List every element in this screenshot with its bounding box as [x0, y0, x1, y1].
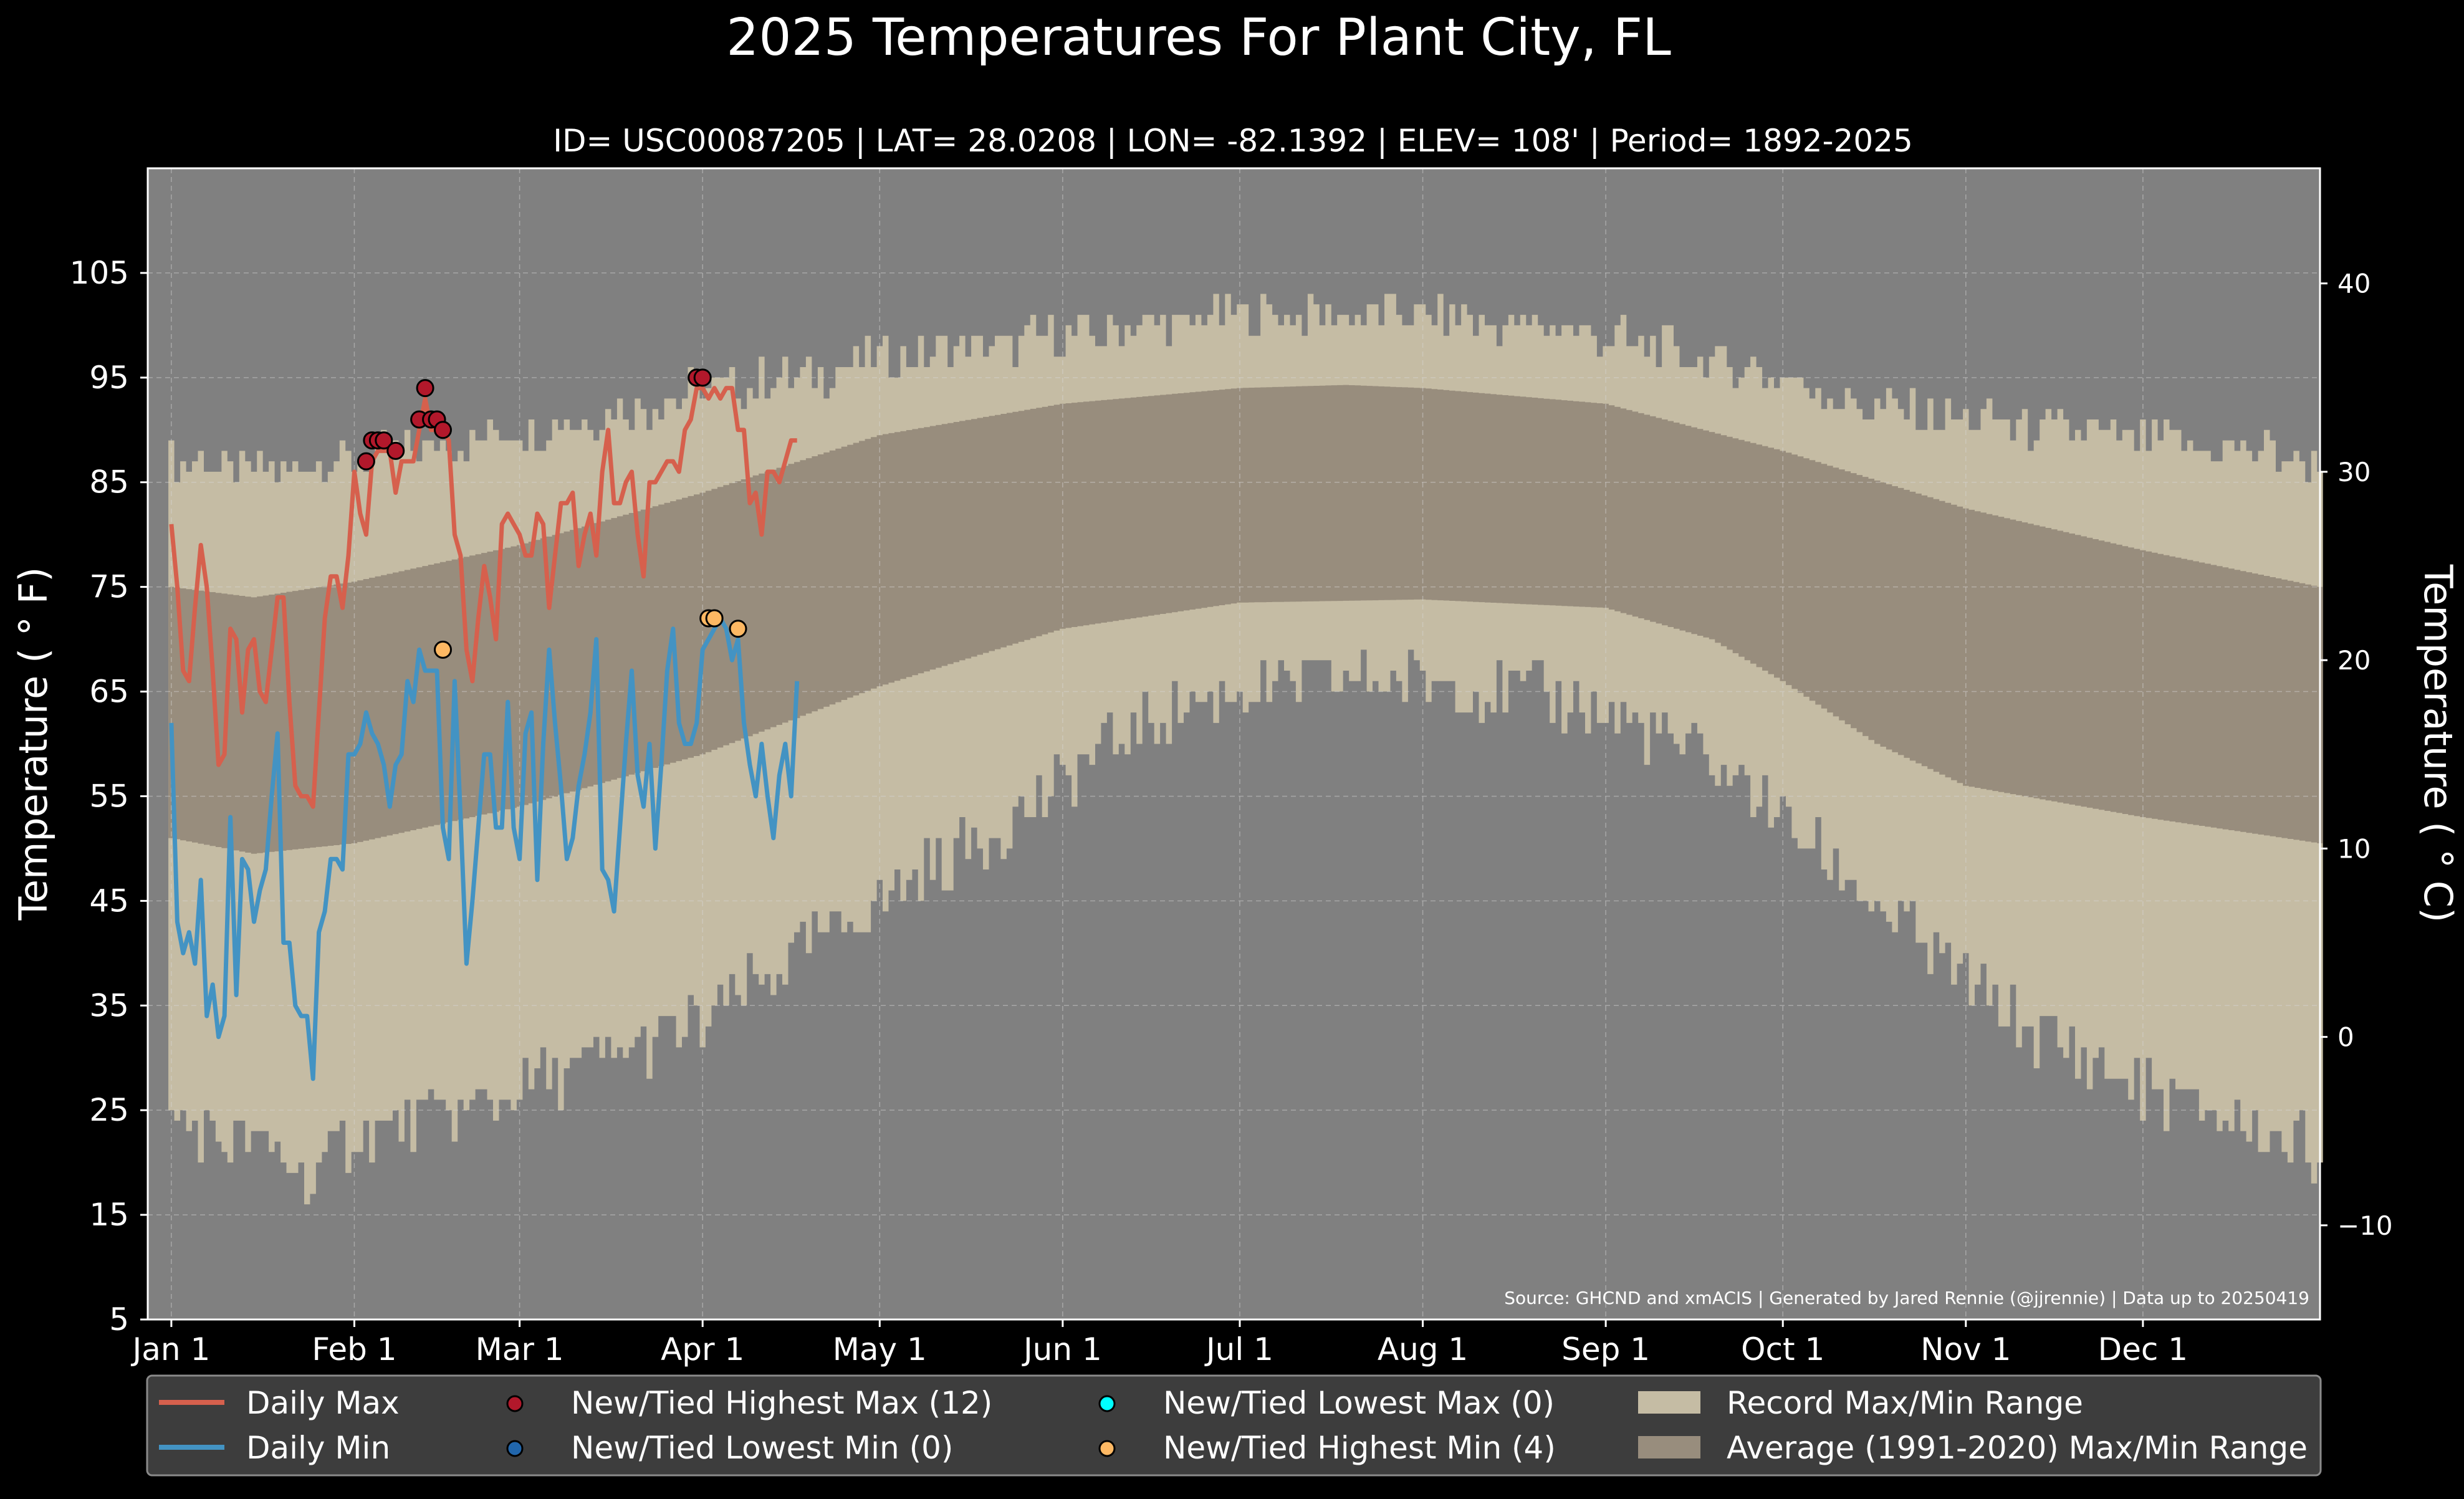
- legend-box: [146, 1374, 2322, 1477]
- record-high-max-marker: [357, 452, 375, 471]
- legend-record-range-swatch: [1638, 1391, 1700, 1414]
- y-tick-label: 85: [89, 464, 129, 500]
- legend-low-max-swatch: [1098, 1395, 1116, 1412]
- legend-low-min-label: New/Tied Lowest Min (0): [571, 1430, 953, 1466]
- x-tick-label: May 1: [833, 1331, 927, 1367]
- x-tick-label: Dec 1: [2098, 1331, 2188, 1367]
- record-high-max-marker: [386, 441, 405, 460]
- y-axis-label-fahrenheit: Temperature ( ° F): [11, 567, 56, 921]
- plot-area: [148, 168, 2323, 1320]
- legend-high-max-swatch: [506, 1395, 524, 1412]
- record-high-min-marker: [729, 620, 747, 638]
- y-tick-label: 15: [89, 1197, 129, 1233]
- y-right-tick-label: 20: [2337, 645, 2371, 676]
- legend-daily-min-label: Daily Min: [246, 1430, 390, 1466]
- legend: Daily Max Daily Min New/Tied Highest Max…: [146, 1374, 2322, 1477]
- record-markers: [357, 368, 747, 659]
- x-tick-label: Feb 1: [312, 1331, 396, 1367]
- y-tick-label: 65: [89, 674, 129, 710]
- record-high-min-marker: [434, 640, 453, 659]
- legend-average-range-swatch: [1638, 1436, 1700, 1458]
- axes: 5 15 25 35 45 55 65 75 85 95 105 −10 0 10 20 30 40 Jan 1 F…: [70, 167, 2393, 1367]
- x-tick-label: Sep 1: [1561, 1331, 1650, 1367]
- legend-low-min-swatch: [506, 1440, 524, 1457]
- y-tick-label: 25: [89, 1092, 129, 1128]
- legend-record-range-label: Record Max/Min Range: [1727, 1385, 2083, 1421]
- record-high-max-marker: [416, 379, 434, 398]
- y-tick-label: 75: [89, 569, 129, 605]
- daily-max-line: [169, 386, 797, 809]
- data-series: [169, 386, 800, 1081]
- x-tick-label: Mar 1: [476, 1331, 564, 1367]
- chart-title: 2025 Temperatures For Plant City, FL: [726, 8, 1671, 67]
- y-right-tick-label: 0: [2337, 1022, 2354, 1053]
- y-right-tick-label: 10: [2337, 833, 2371, 864]
- legend-high-min-label: New/Tied Highest Min (4): [1163, 1430, 1556, 1466]
- y-axis-label-celsius: Temperature ( ° C): [2415, 564, 2461, 923]
- y-tick-label: 35: [89, 987, 129, 1023]
- y-right-tick-label: 40: [2337, 269, 2371, 299]
- y-tick-label: 55: [89, 778, 129, 814]
- y-tick-label: 45: [89, 883, 129, 919]
- y-right-tick-label: −10: [2337, 1210, 2393, 1241]
- source-note: Source: GHCND and xmACIS | Generated by …: [1504, 1288, 2309, 1308]
- x-tick-label: Jul 1: [1204, 1331, 1273, 1367]
- plot-frame: [146, 167, 2321, 1321]
- y-right-tick-label: 30: [2337, 457, 2371, 487]
- x-tick-label: Oct 1: [1741, 1331, 1824, 1367]
- legend-low-max-label: New/Tied Lowest Max (0): [1163, 1385, 1555, 1421]
- record-high-max-marker: [375, 431, 393, 450]
- record-high-max-marker: [434, 421, 453, 439]
- y-tick-label: 5: [109, 1301, 129, 1338]
- y-tick-label: 95: [89, 360, 129, 396]
- legend-high-min-swatch: [1098, 1440, 1116, 1457]
- x-tick-label: Apr 1: [661, 1331, 744, 1367]
- legend-high-max-label: New/Tied Highest Max (12): [571, 1385, 992, 1421]
- legend-average-range-label: Average (1991-2020) Max/Min Range: [1727, 1430, 2308, 1466]
- x-tick-label: Nov 1: [1920, 1331, 2011, 1367]
- record-high-max-marker: [693, 368, 712, 387]
- average-range-band: [168, 385, 2323, 854]
- x-tick-label: Jan 1: [130, 1331, 210, 1367]
- x-tick-label: Jun 1: [1022, 1331, 1102, 1367]
- daily-min-line: [169, 616, 800, 1081]
- chart-subtitle: ID= USC00087205 | LAT= 28.0208 | LON= -8…: [553, 123, 1913, 159]
- legend-daily-max-label: Daily Max: [246, 1385, 400, 1421]
- y-tick-label: 105: [70, 255, 129, 291]
- record-high-min-marker: [705, 609, 724, 628]
- x-tick-label: Aug 1: [1378, 1331, 1468, 1367]
